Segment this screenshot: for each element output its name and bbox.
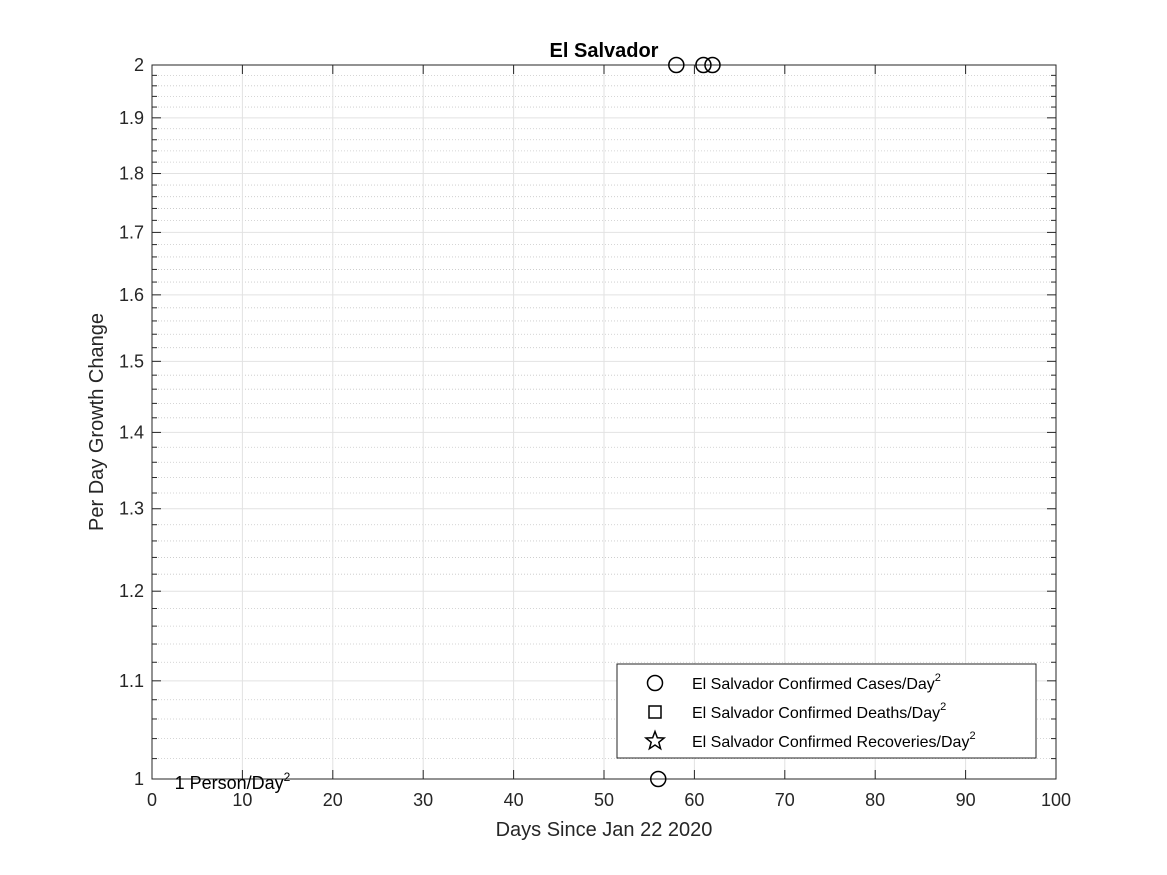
x-tick-label: 50 xyxy=(594,790,614,810)
x-tick-label: 60 xyxy=(684,790,704,810)
x-tick-labels: 0 10 20 30 40 50 60 70 80 90 100 xyxy=(147,790,1071,810)
y-tick-label: 1.6 xyxy=(119,285,144,305)
x-tick-label: 70 xyxy=(775,790,795,810)
x-tick-label: 10 xyxy=(232,790,252,810)
y-tick-label: 1.9 xyxy=(119,108,144,128)
x-tick-label: 30 xyxy=(413,790,433,810)
y-tick-label: 1.8 xyxy=(119,164,144,184)
y-tick-label: 1.3 xyxy=(119,499,144,519)
x-tick-label: 0 xyxy=(147,790,157,810)
y-tick-label: 1 xyxy=(134,769,144,789)
legend-label: El Salvador Confirmed Cases/Day2 xyxy=(692,672,941,693)
x-tick-label: 100 xyxy=(1041,790,1071,810)
annotation-label: 1 Person/Day2 xyxy=(175,770,291,793)
data-point xyxy=(649,770,667,788)
y-tick-label: 1.5 xyxy=(119,351,144,371)
axis-ticks xyxy=(151,64,1057,780)
y-tick-label: 1.1 xyxy=(119,671,144,691)
y-tick-label: 1.7 xyxy=(119,222,144,242)
y-tick-label: 1.4 xyxy=(119,422,144,442)
minor-grid xyxy=(152,74,1056,760)
x-tick-label: 20 xyxy=(323,790,343,810)
legend-marker xyxy=(648,705,662,719)
chart-title: El Salvador xyxy=(550,40,659,62)
annotations: 1 Person/Day2 xyxy=(175,770,291,793)
legend-label: El Salvador Confirmed Recoveries/Day2 xyxy=(692,730,976,751)
y-axis-label: Per Day Growth Change xyxy=(86,313,108,531)
data-point xyxy=(668,56,685,74)
x-tick-label: 80 xyxy=(865,790,885,810)
data-points xyxy=(649,56,721,788)
legend-marker xyxy=(643,729,667,751)
x-tick-label: 90 xyxy=(956,790,976,810)
x-axis-label: Days Since Jan 22 2020 xyxy=(496,819,713,841)
y-tick-label: 2 xyxy=(134,55,144,75)
legend: El Salvador Confirmed Cases/Day2 El Salva… xyxy=(616,663,1037,759)
y-tick-label: 1.2 xyxy=(119,581,144,601)
y-tick-labels: 1 1.1 1.2 1.3 1.4 1.5 1.6 1.7 1.8 1.9 2 xyxy=(119,55,144,789)
data-point xyxy=(704,56,721,74)
legend-marker xyxy=(646,674,664,692)
data-point xyxy=(695,56,712,74)
x-tick-label: 40 xyxy=(504,790,524,810)
legend-label: El Salvador Confirmed Deaths/Day2 xyxy=(692,701,946,722)
legend-box xyxy=(616,663,1037,759)
